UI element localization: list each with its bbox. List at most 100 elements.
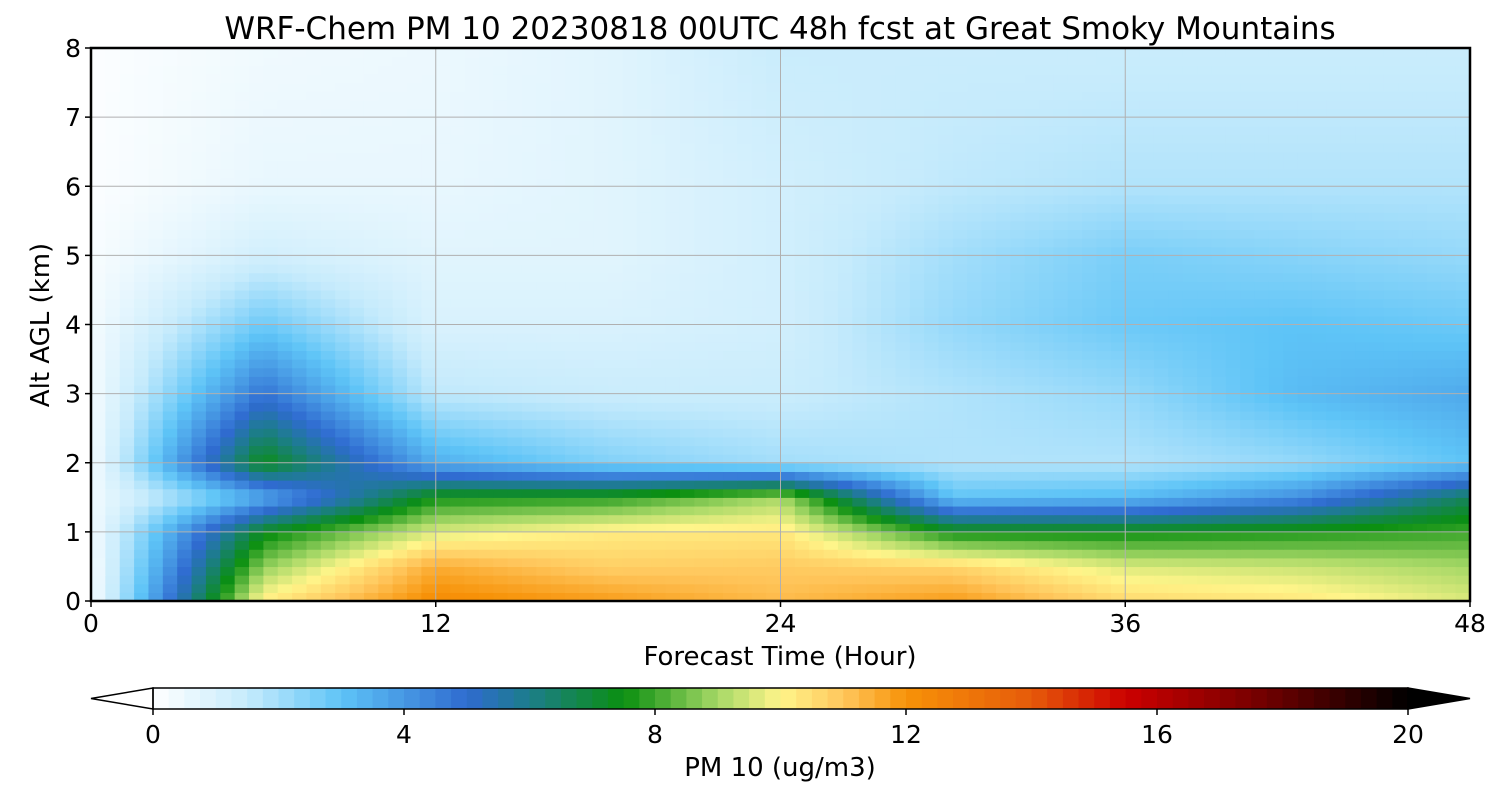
heatmap-cell [1268,315,1284,326]
heatmap-cell [134,255,150,265]
heatmap-cell [421,307,437,317]
heatmap-cell [694,160,710,170]
heatmap-cell [837,575,853,585]
heatmap-cell [1082,583,1098,593]
heatmap-cell [478,523,494,533]
heatmap-cell [679,359,695,369]
heatmap-cell [651,523,667,533]
heatmap-cell [292,428,308,438]
heatmap-cell [565,359,580,369]
heatmap-cell [866,359,882,369]
heatmap-cell [1455,151,1471,161]
heatmap-cell [536,488,552,498]
heatmap-cell [579,160,595,170]
heatmap-cell [191,592,207,602]
heatmap-cell [277,480,293,490]
heatmap-cell [852,540,868,550]
heatmap-cell [751,246,767,256]
heatmap-cell [1455,480,1471,490]
heatmap-cell [1412,410,1428,421]
heatmap-cell [995,376,1011,386]
heatmap-cell [363,592,379,602]
heatmap-cell [1125,203,1141,213]
heatmap-cell [1153,186,1169,196]
heatmap-cell [1110,471,1126,481]
heatmap-cell [924,436,940,447]
heatmap-cell [1125,583,1141,593]
heatmap-cell [981,454,997,464]
heatmap-cell [234,540,250,550]
heatmap-cell [1383,480,1399,490]
heatmap-cell [320,281,336,291]
heatmap-cell [234,350,250,360]
heatmap-cell [1197,419,1213,429]
heatmap-cell [450,151,466,161]
heatmap-cell [708,540,724,550]
heatmap-cell [1139,523,1155,533]
heatmap-cell [1283,264,1299,274]
heatmap-cell [924,160,940,170]
heatmap-cell [91,445,106,455]
heatmap-cell [1053,566,1069,576]
heatmap-cell [1211,264,1227,274]
heatmap-cell [191,238,207,248]
heatmap-cell [191,445,207,455]
heatmap-cell [220,229,236,239]
heatmap-cell [1355,315,1371,326]
heatmap-cell [1182,557,1198,568]
heatmap-cell [852,410,868,421]
heatmap-cell [536,151,552,161]
heatmap-cell [263,238,279,248]
heatmap-cell [91,376,106,386]
heatmap-cell [493,592,509,602]
heatmap-cell [205,566,221,576]
heatmap-cell [766,402,782,412]
heatmap-cell [708,402,724,412]
heatmap-cell [981,272,997,282]
heatmap-cell [464,264,480,274]
heatmap-cell [550,350,566,360]
heatmap-cell [1455,462,1471,472]
heatmap-cell [421,471,437,481]
heatmap-cell [1268,298,1284,308]
heatmap-cell [1283,592,1299,602]
heatmap-cell [191,341,207,352]
heatmap-cell [507,255,523,265]
heatmap-cell [306,505,322,516]
heatmap-cell [1268,497,1284,507]
heatmap-cell [622,350,638,360]
heatmap-cell [1039,151,1055,161]
heatmap-cell [909,557,925,568]
heatmap-cell [1441,168,1457,179]
heatmap-cell [91,307,106,317]
heatmap-cell [450,212,466,222]
heatmap-cell [1039,289,1055,300]
heatmap-cell [1412,540,1428,550]
heatmap-cell [1067,393,1083,403]
heatmap-cell [1197,445,1213,455]
heatmap-cell [708,471,724,481]
heatmap-cell [263,445,279,455]
heatmap-cell [1168,471,1184,481]
heatmap-cell [1168,436,1184,447]
heatmap-cell [852,480,868,490]
heatmap-cell [205,177,221,187]
heatmap-cell [306,583,322,593]
heatmap-cell [751,557,767,568]
heatmap-cell [909,229,925,239]
heatmap-cell [450,592,466,602]
heatmap-cell [679,255,695,265]
heatmap-cell [450,557,466,568]
heatmap-cell [665,203,681,213]
heatmap-cell [579,402,595,412]
heatmap-cell [1254,480,1270,490]
heatmap-cell [435,549,451,559]
heatmap-cell [1412,298,1428,308]
heatmap-cell [1139,566,1155,576]
heatmap-cell [1412,289,1428,300]
heatmap-cell [751,359,767,369]
heatmap-cell [392,480,408,490]
heatmap-cell [723,281,738,291]
heatmap-cell [363,367,379,377]
heatmap-cell [766,410,782,421]
